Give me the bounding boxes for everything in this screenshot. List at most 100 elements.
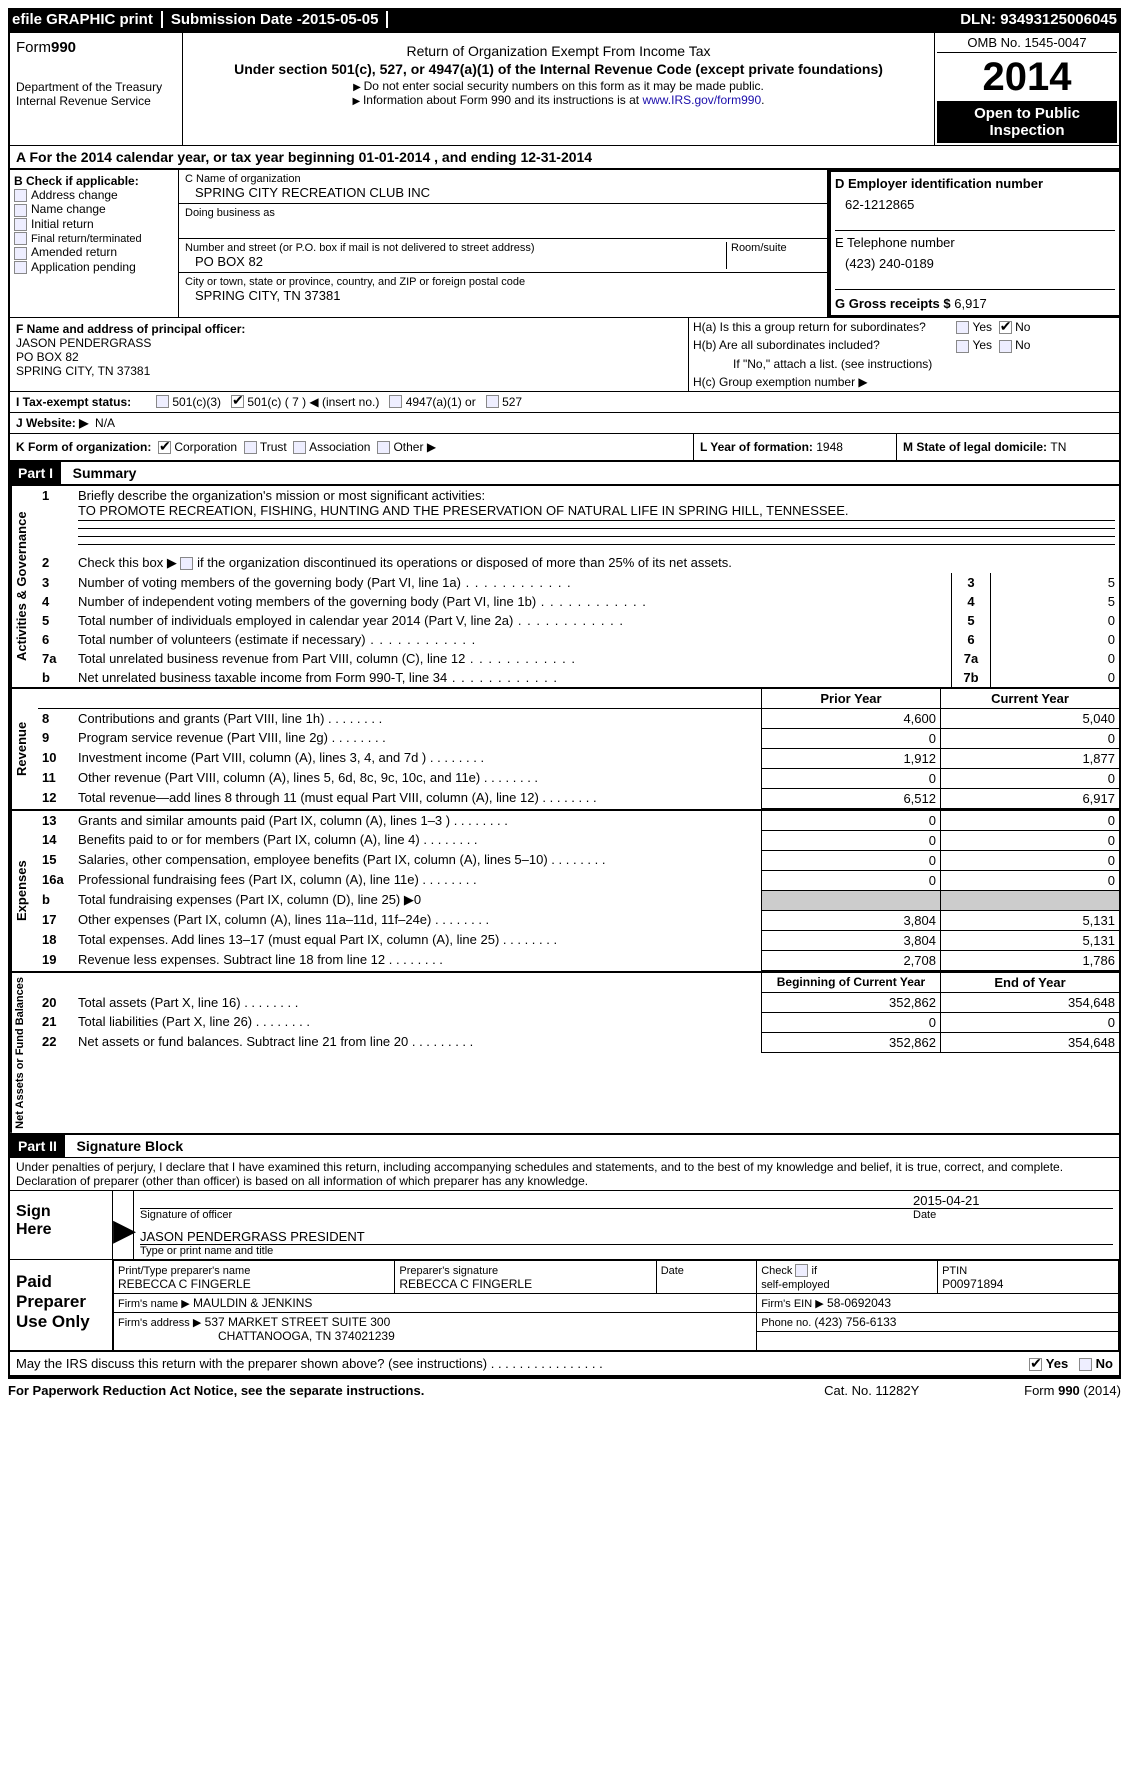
website-label: J Website: ▶ — [16, 416, 88, 430]
opt-corp: Corporation — [174, 440, 237, 454]
perjury-text: Under penalties of perjury, I declare th… — [10, 1157, 1119, 1191]
form-org-label: K Form of organization: — [16, 440, 151, 454]
tax-begin: 01-01-2014 — [359, 149, 431, 165]
row-i: I Tax-exempt status: 501(c)(3) 501(c) ( … — [10, 392, 1119, 413]
lbl-application-pending: Application pending — [31, 260, 136, 274]
checkbox-discuss-yes[interactable] — [1029, 1358, 1042, 1371]
data-row: 20Total assets (Part X, line 16)352,8623… — [38, 993, 1119, 1013]
hb-no: No — [1015, 338, 1030, 352]
mission-text: TO PROMOTE RECREATION, FISHING, HUNTING … — [78, 503, 849, 518]
data-row: 21Total liabilities (Part X, line 26)00 — [38, 1012, 1119, 1032]
checkbox-hb-yes[interactable] — [956, 340, 969, 353]
irs-link[interactable]: www.IRS.gov/form990 — [642, 93, 761, 107]
checkbox-name-change[interactable] — [14, 204, 27, 217]
part1-header-row: Part I Summary — [10, 462, 1119, 486]
name-title-label: Type or print name and title — [140, 1245, 1113, 1257]
checkbox-initial-return[interactable] — [14, 218, 27, 231]
checkbox-self-employed[interactable] — [795, 1264, 808, 1277]
prep-sig-label: Preparer's signature — [399, 1265, 498, 1277]
opt-trust: Trust — [260, 440, 287, 454]
part1-title: Summary — [65, 465, 137, 481]
street-label: Number and street (or P.O. box if mail i… — [185, 242, 726, 254]
officer-name: JASON PENDERGRASS — [16, 336, 151, 350]
domicile-label: M State of legal domicile: — [903, 440, 1050, 454]
form-number: 990 — [51, 39, 76, 56]
section-a: A For the 2014 calendar year, or tax yea… — [10, 146, 1119, 170]
checkbox-ha-yes[interactable] — [956, 321, 969, 334]
data-row: 12Total revenue—add lines 8 through 11 (… — [38, 788, 1119, 808]
firm-addr: 537 MARKET STREET SUITE 300 — [205, 1315, 391, 1329]
checkbox-discuss-no[interactable] — [1079, 1358, 1092, 1371]
checkbox-hb-no[interactable] — [999, 340, 1012, 353]
year-formation-label: L Year of formation: — [700, 440, 816, 454]
governance-block: Activities & Governance 1 Briefly descri… — [10, 486, 1119, 689]
prep-name-label: Print/Type preparer's name — [118, 1265, 250, 1277]
checkbox-other[interactable] — [377, 441, 390, 454]
paid-preparer-row: PaidPreparerUse Only Print/Type preparer… — [10, 1260, 1119, 1353]
sign-here-row: SignHere ▶ 2015-04-21 Signature of offic… — [10, 1191, 1119, 1260]
form-header: Form990 Department of the Treasury Inter… — [10, 33, 1119, 146]
checkbox-corp[interactable] — [158, 441, 171, 454]
data-row: 22Net assets or fund balances. Subtract … — [38, 1032, 1119, 1052]
checkbox-ha-no[interactable] — [999, 321, 1012, 334]
part1-number: Part I — [10, 462, 61, 484]
tel-label: E Telephone number — [835, 235, 1115, 250]
firm-name-label: Firm's name ▶ — [118, 1298, 190, 1310]
ptin-value: P00971894 — [942, 1277, 1003, 1291]
opt-527: 527 — [502, 395, 522, 409]
checkbox-final-return[interactable] — [14, 232, 27, 245]
tax-exempt-label: I Tax-exempt status: — [16, 395, 156, 409]
data-row: 19Revenue less expenses. Subtract line 1… — [38, 950, 1119, 970]
form-container: Form990 Department of the Treasury Inter… — [8, 31, 1121, 1377]
room-label: Room/suite — [731, 242, 821, 254]
side-governance: Activities & Governance — [10, 486, 38, 687]
checkbox-527[interactable] — [486, 395, 499, 408]
year-formation: 1948 — [816, 440, 843, 454]
checkbox-assoc[interactable] — [293, 441, 306, 454]
checkbox-501c3[interactable] — [156, 395, 169, 408]
treasury-dept: Department of the Treasury — [16, 80, 176, 94]
sig-officer-label: Signature of officer — [140, 1209, 913, 1221]
prep-sig: REBECCA C FINGERLE — [399, 1277, 532, 1291]
expenses-block: Expenses 13Grants and similar amounts pa… — [10, 811, 1119, 973]
col-b-heading: B Check if applicable: — [14, 174, 174, 188]
gov-row: 5Total number of individuals employed in… — [38, 611, 1119, 630]
q1-label: Briefly describe the organization's miss… — [78, 488, 485, 503]
ptin-label: PTIN — [942, 1265, 967, 1277]
opt-other: Other ▶ — [393, 440, 436, 454]
firm-ein-label: Firm's EIN ▶ — [761, 1298, 824, 1310]
officer-label: F Name and address of principal officer: — [16, 322, 245, 336]
ha-label: H(a) Is this a group return for subordin… — [693, 320, 953, 334]
officer-city: SPRING CITY, TN 37381 — [16, 364, 150, 378]
checkbox-501c[interactable] — [231, 395, 244, 408]
column-c: C Name of organization SPRING CITY RECRE… — [179, 170, 829, 317]
subdate-label: Submission Date - — [171, 11, 302, 28]
data-row: 16aProfessional fundraising fees (Part I… — [38, 870, 1119, 890]
form-label: Form — [16, 39, 51, 56]
data-row: bTotal fundraising expenses (Part IX, co… — [38, 890, 1119, 910]
gross-label: G Gross receipts $ — [835, 296, 954, 311]
gross-value: 6,917 — [954, 296, 987, 311]
domicile: TN — [1050, 440, 1066, 454]
hb-note: If "No," attach a list. (see instruction… — [689, 355, 1119, 373]
section-a-pre: A For the 2014 calendar year, or tax yea… — [16, 149, 359, 165]
tax-year: 2014 — [937, 53, 1117, 101]
paid-preparer-label: PaidPreparerUse Only — [10, 1260, 113, 1351]
open-public-2: Inspection — [989, 122, 1064, 139]
self-employed-label: Check ifself-employed — [761, 1265, 829, 1292]
lbl-initial-return: Initial return — [31, 217, 94, 231]
form-subtitle: Under section 501(c), 527, or 4947(a)(1)… — [189, 59, 928, 79]
cat-no: Cat. No. 11282Y — [824, 1383, 1024, 1398]
checkbox-trust[interactable] — [244, 441, 257, 454]
checkbox-amended[interactable] — [14, 247, 27, 260]
checkbox-4947[interactable] — [389, 395, 402, 408]
side-revenue: Revenue — [10, 689, 38, 809]
discuss-no: No — [1096, 1356, 1113, 1371]
discuss-label: May the IRS discuss this return with the… — [16, 1356, 603, 1371]
checkbox-application-pending[interactable] — [14, 261, 27, 274]
checkbox-discontinued[interactable] — [180, 557, 193, 570]
sig-date-label: Date — [913, 1209, 1113, 1221]
firm-ein: 58-0692043 — [827, 1296, 891, 1310]
checkbox-address-change[interactable] — [14, 189, 27, 202]
opt-501c: 501(c) ( 7 ) ◀ (insert no.) — [247, 395, 379, 409]
